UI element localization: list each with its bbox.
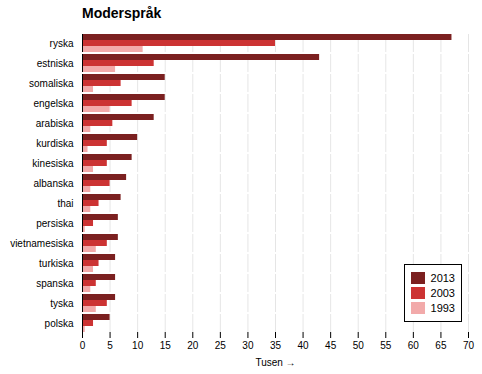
svg-text:0: 0 xyxy=(80,340,86,351)
svg-text:polska: polska xyxy=(45,318,74,329)
html-text:2013: 2013 xyxy=(430,272,455,284)
svg-text:40: 40 xyxy=(298,340,310,351)
svg-text:15: 15 xyxy=(160,340,172,351)
svg-text:Tusen →: Tusen → xyxy=(255,357,295,368)
html-text:Moderspråk: Moderspråk xyxy=(82,5,162,21)
svg-text:kinesiska: kinesiska xyxy=(32,158,74,169)
html-text:1993: 1993 xyxy=(430,302,455,314)
svg-text:spanska: spanska xyxy=(36,278,74,289)
svg-text:35: 35 xyxy=(270,340,282,351)
svg-text:10: 10 xyxy=(132,340,144,351)
svg-text:ryska: ryska xyxy=(50,38,74,49)
svg-text:persiska: persiska xyxy=(36,218,74,229)
svg-text:65: 65 xyxy=(435,340,447,351)
svg-text:60: 60 xyxy=(408,340,420,351)
svg-text:somaliska: somaliska xyxy=(29,78,74,89)
svg-text:thai: thai xyxy=(57,198,73,209)
svg-text:45: 45 xyxy=(325,340,337,351)
svg-text:55: 55 xyxy=(380,340,392,351)
svg-text:turkiska: turkiska xyxy=(39,258,74,269)
svg-text:70: 70 xyxy=(463,340,475,351)
svg-text:albanska: albanska xyxy=(33,178,73,189)
svg-text:5: 5 xyxy=(107,340,113,351)
svg-text:engelska: engelska xyxy=(33,98,73,109)
html-text:2003: 2003 xyxy=(430,287,455,299)
svg-text:vietnamesiska: vietnamesiska xyxy=(10,238,74,249)
svg-text:50: 50 xyxy=(353,340,365,351)
svg-text:arabiska: arabiska xyxy=(36,118,74,129)
svg-text:25: 25 xyxy=(215,340,227,351)
svg-text:20: 20 xyxy=(187,340,199,351)
svg-text:kurdiska: kurdiska xyxy=(36,138,74,149)
svg-text:tyska: tyska xyxy=(50,298,74,309)
svg-text:estniska: estniska xyxy=(37,58,74,69)
svg-text:30: 30 xyxy=(242,340,254,351)
